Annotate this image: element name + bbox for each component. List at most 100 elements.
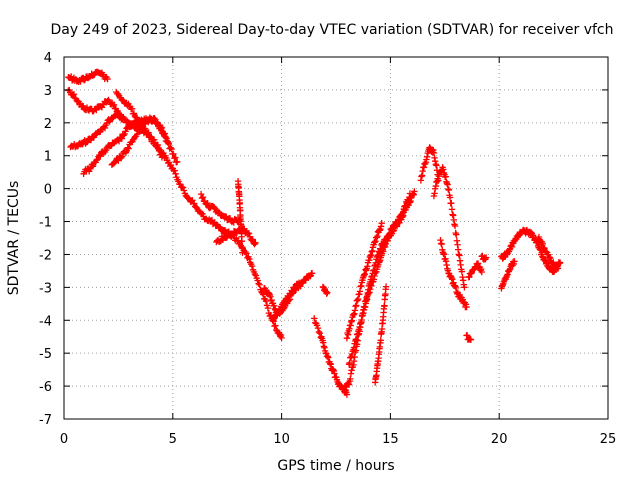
data-point: [478, 268, 485, 276]
x-tick-label: 20: [491, 432, 508, 447]
data-point: [315, 328, 323, 336]
x-tick-label: 10: [273, 432, 290, 447]
data-point: [191, 200, 198, 207]
data-point: [252, 239, 259, 247]
data-point: [248, 262, 256, 270]
data-point: [272, 322, 279, 329]
series-arc-x: [478, 252, 490, 263]
data-point: [251, 240, 258, 248]
data-point: [81, 77, 88, 84]
data-point: [239, 249, 246, 256]
data-point: [93, 106, 100, 114]
data-point: [104, 75, 111, 83]
series-arc-m: [311, 315, 351, 398]
data-point: [448, 199, 455, 207]
y-tick-label: 2: [44, 117, 52, 132]
data-point: [70, 91, 78, 98]
data-point: [171, 155, 178, 162]
data-point: [179, 184, 187, 191]
y-axis-label: SDTVAR / TECUs: [6, 181, 22, 296]
data-point: [158, 154, 166, 161]
x-tick-label: 15: [382, 432, 399, 447]
y-tick-label: -2: [39, 248, 52, 263]
series-arc-v: [463, 332, 475, 343]
data-points: [65, 68, 564, 398]
data-point: [170, 150, 177, 158]
x-axis-label: GPS time / hours: [277, 458, 394, 474]
data-point: [80, 102, 87, 110]
series-arc-c: [67, 111, 126, 151]
data-point: [211, 219, 218, 226]
y-tick-label: -5: [39, 347, 52, 362]
data-point: [254, 277, 261, 284]
x-tick-label: 0: [60, 432, 68, 447]
data-point: [278, 334, 285, 342]
y-tick-label: -7: [39, 413, 52, 428]
series-arc-l: [269, 277, 307, 324]
data-point: [117, 154, 125, 162]
data-point: [217, 224, 224, 231]
data-point: [132, 122, 140, 129]
data-point: [511, 258, 518, 265]
data-point: [89, 163, 97, 170]
series-arc-i: [213, 225, 259, 248]
data-point: [243, 250, 250, 257]
y-tick-label: 1: [44, 150, 52, 165]
data-point: [162, 133, 169, 141]
data-point: [199, 193, 207, 201]
data-point: [163, 135, 170, 142]
data-point: [246, 255, 253, 263]
data-point: [382, 283, 390, 290]
data-point: [251, 270, 259, 278]
data-point: [168, 145, 175, 153]
data-point: [411, 188, 418, 195]
data-point: [215, 208, 223, 216]
data-point: [316, 330, 324, 337]
data-point: [260, 291, 267, 298]
data-point: [467, 336, 475, 343]
series-arc-t: [430, 164, 468, 291]
axis-ticks: [63, 56, 609, 420]
data-point: [445, 186, 453, 194]
x-tick-labels: 0 5 10 15 20 25: [60, 432, 616, 447]
chart-title: Day 249 of 2023, Sidereal Day-to-day VTE…: [50, 22, 613, 38]
data-point: [458, 268, 466, 275]
series-arc-z: [498, 258, 518, 292]
data-point: [249, 236, 256, 243]
data-point: [171, 167, 178, 174]
data-point: [101, 124, 109, 132]
data-point: [161, 130, 168, 137]
data-point: [119, 116, 126, 123]
x-tick-label: 25: [600, 432, 617, 447]
data-point: [180, 187, 188, 194]
data-point: [167, 161, 175, 169]
grid-lines: [64, 57, 608, 419]
data-point: [93, 156, 100, 164]
data-point: [451, 222, 459, 230]
series-arc-b: [65, 68, 111, 86]
data-point: [556, 259, 564, 266]
y-tick-labels: 4 3 2 1 0 -1 -2 -3 -4 -5 -6 -7: [39, 51, 52, 428]
data-point: [178, 183, 186, 191]
data-point: [255, 280, 262, 287]
data-point: [263, 302, 271, 309]
data-point: [381, 302, 388, 309]
data-point: [482, 254, 490, 261]
data-point: [165, 139, 172, 147]
series-arc-r: [371, 283, 390, 386]
y-tick-label: 0: [44, 183, 52, 198]
data-point: [67, 73, 75, 80]
data-point: [85, 168, 93, 175]
data-point: [453, 231, 460, 238]
data-point: [192, 204, 200, 211]
series-arc-u: [437, 236, 470, 311]
data-point: [256, 281, 263, 288]
data-point: [111, 159, 118, 166]
series-arc-y: [498, 226, 562, 276]
series-arc-g: [132, 114, 172, 147]
y-tick-label: -6: [39, 380, 52, 395]
series-arc-aa: [535, 233, 564, 271]
data-point: [158, 124, 166, 132]
data-point: [204, 199, 211, 207]
